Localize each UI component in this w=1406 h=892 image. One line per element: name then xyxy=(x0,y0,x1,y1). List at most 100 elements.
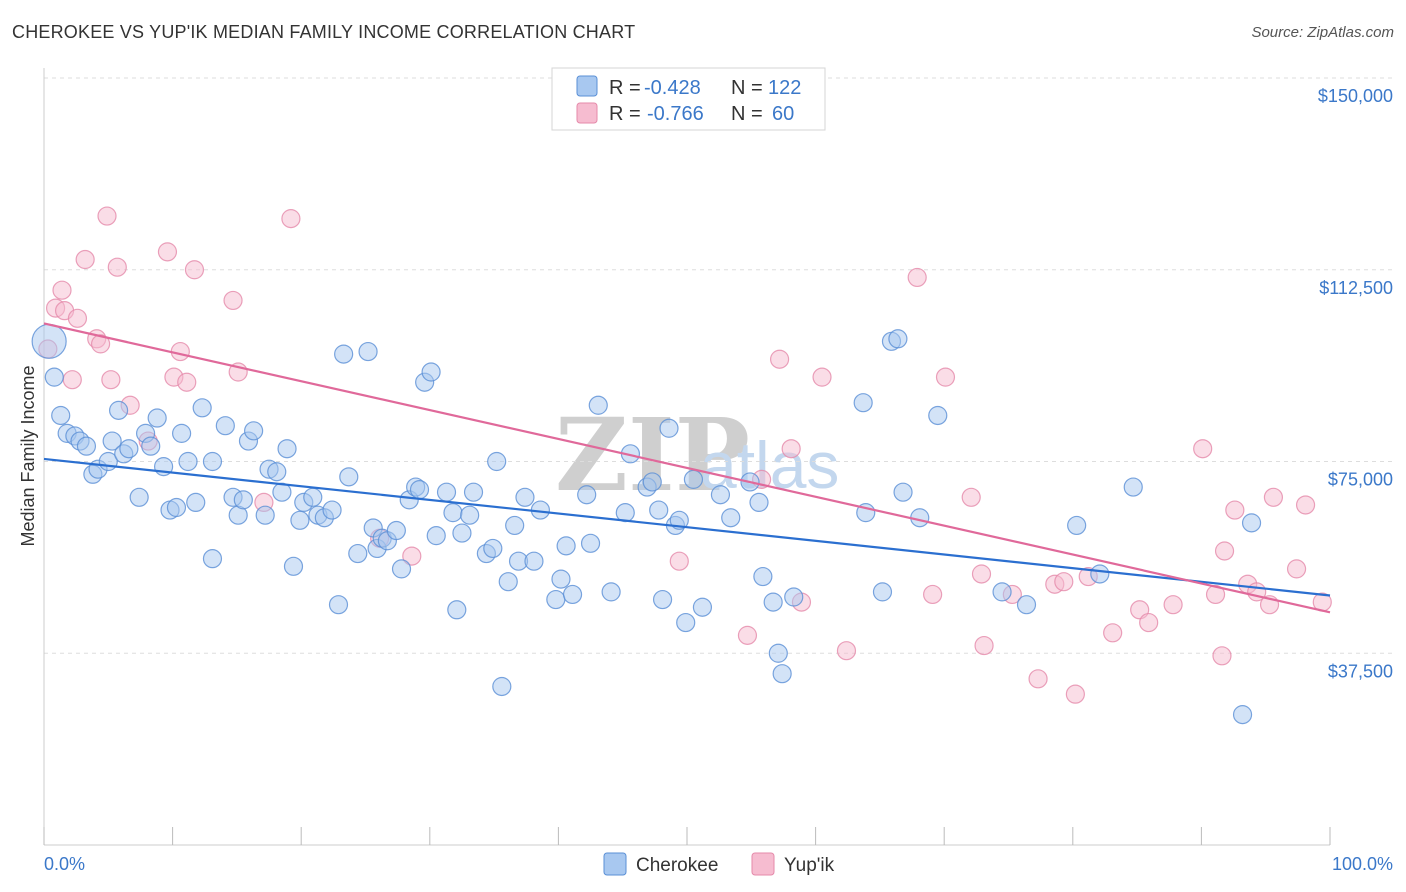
cherokee-point xyxy=(386,520,406,541)
y-tick-label: $37,500 xyxy=(1328,661,1393,681)
yupik-point xyxy=(1139,612,1159,633)
yupik-point xyxy=(1193,439,1213,459)
cherokee-point xyxy=(676,612,696,633)
cherokee-point xyxy=(721,508,741,528)
y-tick-label: $75,000 xyxy=(1328,470,1393,490)
yupik-point xyxy=(223,290,243,311)
cherokee-point xyxy=(108,400,129,420)
legend-r-value-2: -0.766 xyxy=(647,103,704,125)
yupik-point xyxy=(52,280,72,300)
yupik-point xyxy=(1225,500,1245,520)
series-legend-swatch-cherokee xyxy=(603,852,627,876)
legend-n-label-2: N = xyxy=(731,103,763,125)
cherokee-point xyxy=(44,367,64,387)
cherokee-point xyxy=(339,467,359,487)
yupik-point xyxy=(67,308,88,328)
yupik-point xyxy=(669,551,689,571)
legend-swatch-yupik xyxy=(576,102,598,124)
cherokee-point xyxy=(348,543,368,564)
y-axis-title: Median Family Income xyxy=(18,365,38,546)
cherokee-point xyxy=(267,462,287,482)
yupik-point xyxy=(101,370,121,390)
cherokee-point xyxy=(463,482,484,502)
cherokee-point xyxy=(166,497,187,518)
yupik-point xyxy=(1295,495,1316,515)
cherokee-point xyxy=(588,395,608,415)
legend-r-label-1: R = xyxy=(609,77,641,99)
gridlines xyxy=(44,77,1395,654)
cherokee-point xyxy=(186,492,206,513)
cherokee-point xyxy=(710,485,731,505)
yupik-point xyxy=(1205,584,1226,605)
yupik-point xyxy=(1054,572,1074,592)
cherokee-point xyxy=(515,487,535,507)
cherokee-trend-line xyxy=(43,457,1331,597)
cherokee-point xyxy=(1090,564,1110,584)
cherokee-point xyxy=(147,408,167,428)
cherokee-point xyxy=(358,341,378,362)
cherokee-point xyxy=(692,597,713,617)
cherokee-point xyxy=(31,323,67,359)
cherokee-point xyxy=(409,480,430,500)
cherokee-point xyxy=(51,405,71,426)
cherokee-point xyxy=(277,439,297,459)
yupik-point xyxy=(974,635,994,656)
cherokee-point xyxy=(129,487,149,507)
yupik-point xyxy=(1103,623,1123,643)
series-legend: Cherokee Yup'ik xyxy=(603,852,835,876)
yupik-point xyxy=(1028,669,1048,689)
cherokee-point xyxy=(233,490,253,510)
cherokee-point xyxy=(391,559,412,579)
cherokee-point xyxy=(76,436,97,456)
cherokee-point xyxy=(1067,515,1087,536)
cherokee-point xyxy=(888,329,908,349)
cherokee-point xyxy=(546,589,566,610)
source-label: Source: ZipAtlas.com xyxy=(1251,24,1394,41)
cherokee-point xyxy=(1123,477,1143,497)
cherokee-point xyxy=(483,538,503,559)
cherokee-point xyxy=(255,505,275,525)
cherokee-point xyxy=(244,421,264,441)
yupik-point xyxy=(836,641,857,661)
yupik-point xyxy=(769,349,790,369)
cherokee-point xyxy=(1232,705,1253,725)
cherokee-point xyxy=(784,587,804,607)
cherokee-points xyxy=(31,323,1262,725)
cherokee-point xyxy=(119,439,139,459)
cherokee-point xyxy=(141,436,161,456)
yupik-point xyxy=(961,487,981,507)
cherokee-point xyxy=(893,482,913,502)
cherokee-point xyxy=(749,492,769,513)
cherokee-point xyxy=(753,566,773,587)
cherokee-point xyxy=(556,536,576,556)
cherokee-point xyxy=(436,482,457,502)
yupik-point xyxy=(971,564,992,584)
cherokee-point xyxy=(524,551,544,571)
cherokee-point xyxy=(642,472,662,492)
cherokee-point xyxy=(487,451,507,472)
cherokee-point xyxy=(215,416,235,436)
cherokee-point xyxy=(178,451,198,472)
legend-swatch-cherokee xyxy=(576,75,598,97)
legend-n-value-2: 60 xyxy=(772,103,794,125)
cherokee-point xyxy=(505,515,525,536)
cherokee-point xyxy=(659,418,679,438)
cherokee-point xyxy=(426,526,446,546)
legend-n-value-1: 122 xyxy=(768,77,801,99)
cherokee-point xyxy=(992,582,1012,602)
cherokee-point xyxy=(853,393,873,413)
cherokee-point xyxy=(447,600,467,620)
yupik-point xyxy=(1163,595,1183,615)
cherokee-point xyxy=(652,589,673,610)
yupik-point xyxy=(281,209,301,229)
trend-lines xyxy=(43,322,1331,614)
cherokee-point xyxy=(102,431,122,451)
y-tick-label: $112,500 xyxy=(1319,278,1393,298)
cherokee-point xyxy=(580,533,601,553)
legend-r-value-1: -0.428 xyxy=(644,77,701,99)
yupik-point xyxy=(781,439,801,459)
cherokee-point xyxy=(202,451,223,472)
yupik-point xyxy=(184,260,205,280)
cherokee-point xyxy=(562,584,583,605)
yupik-point xyxy=(1263,487,1284,507)
